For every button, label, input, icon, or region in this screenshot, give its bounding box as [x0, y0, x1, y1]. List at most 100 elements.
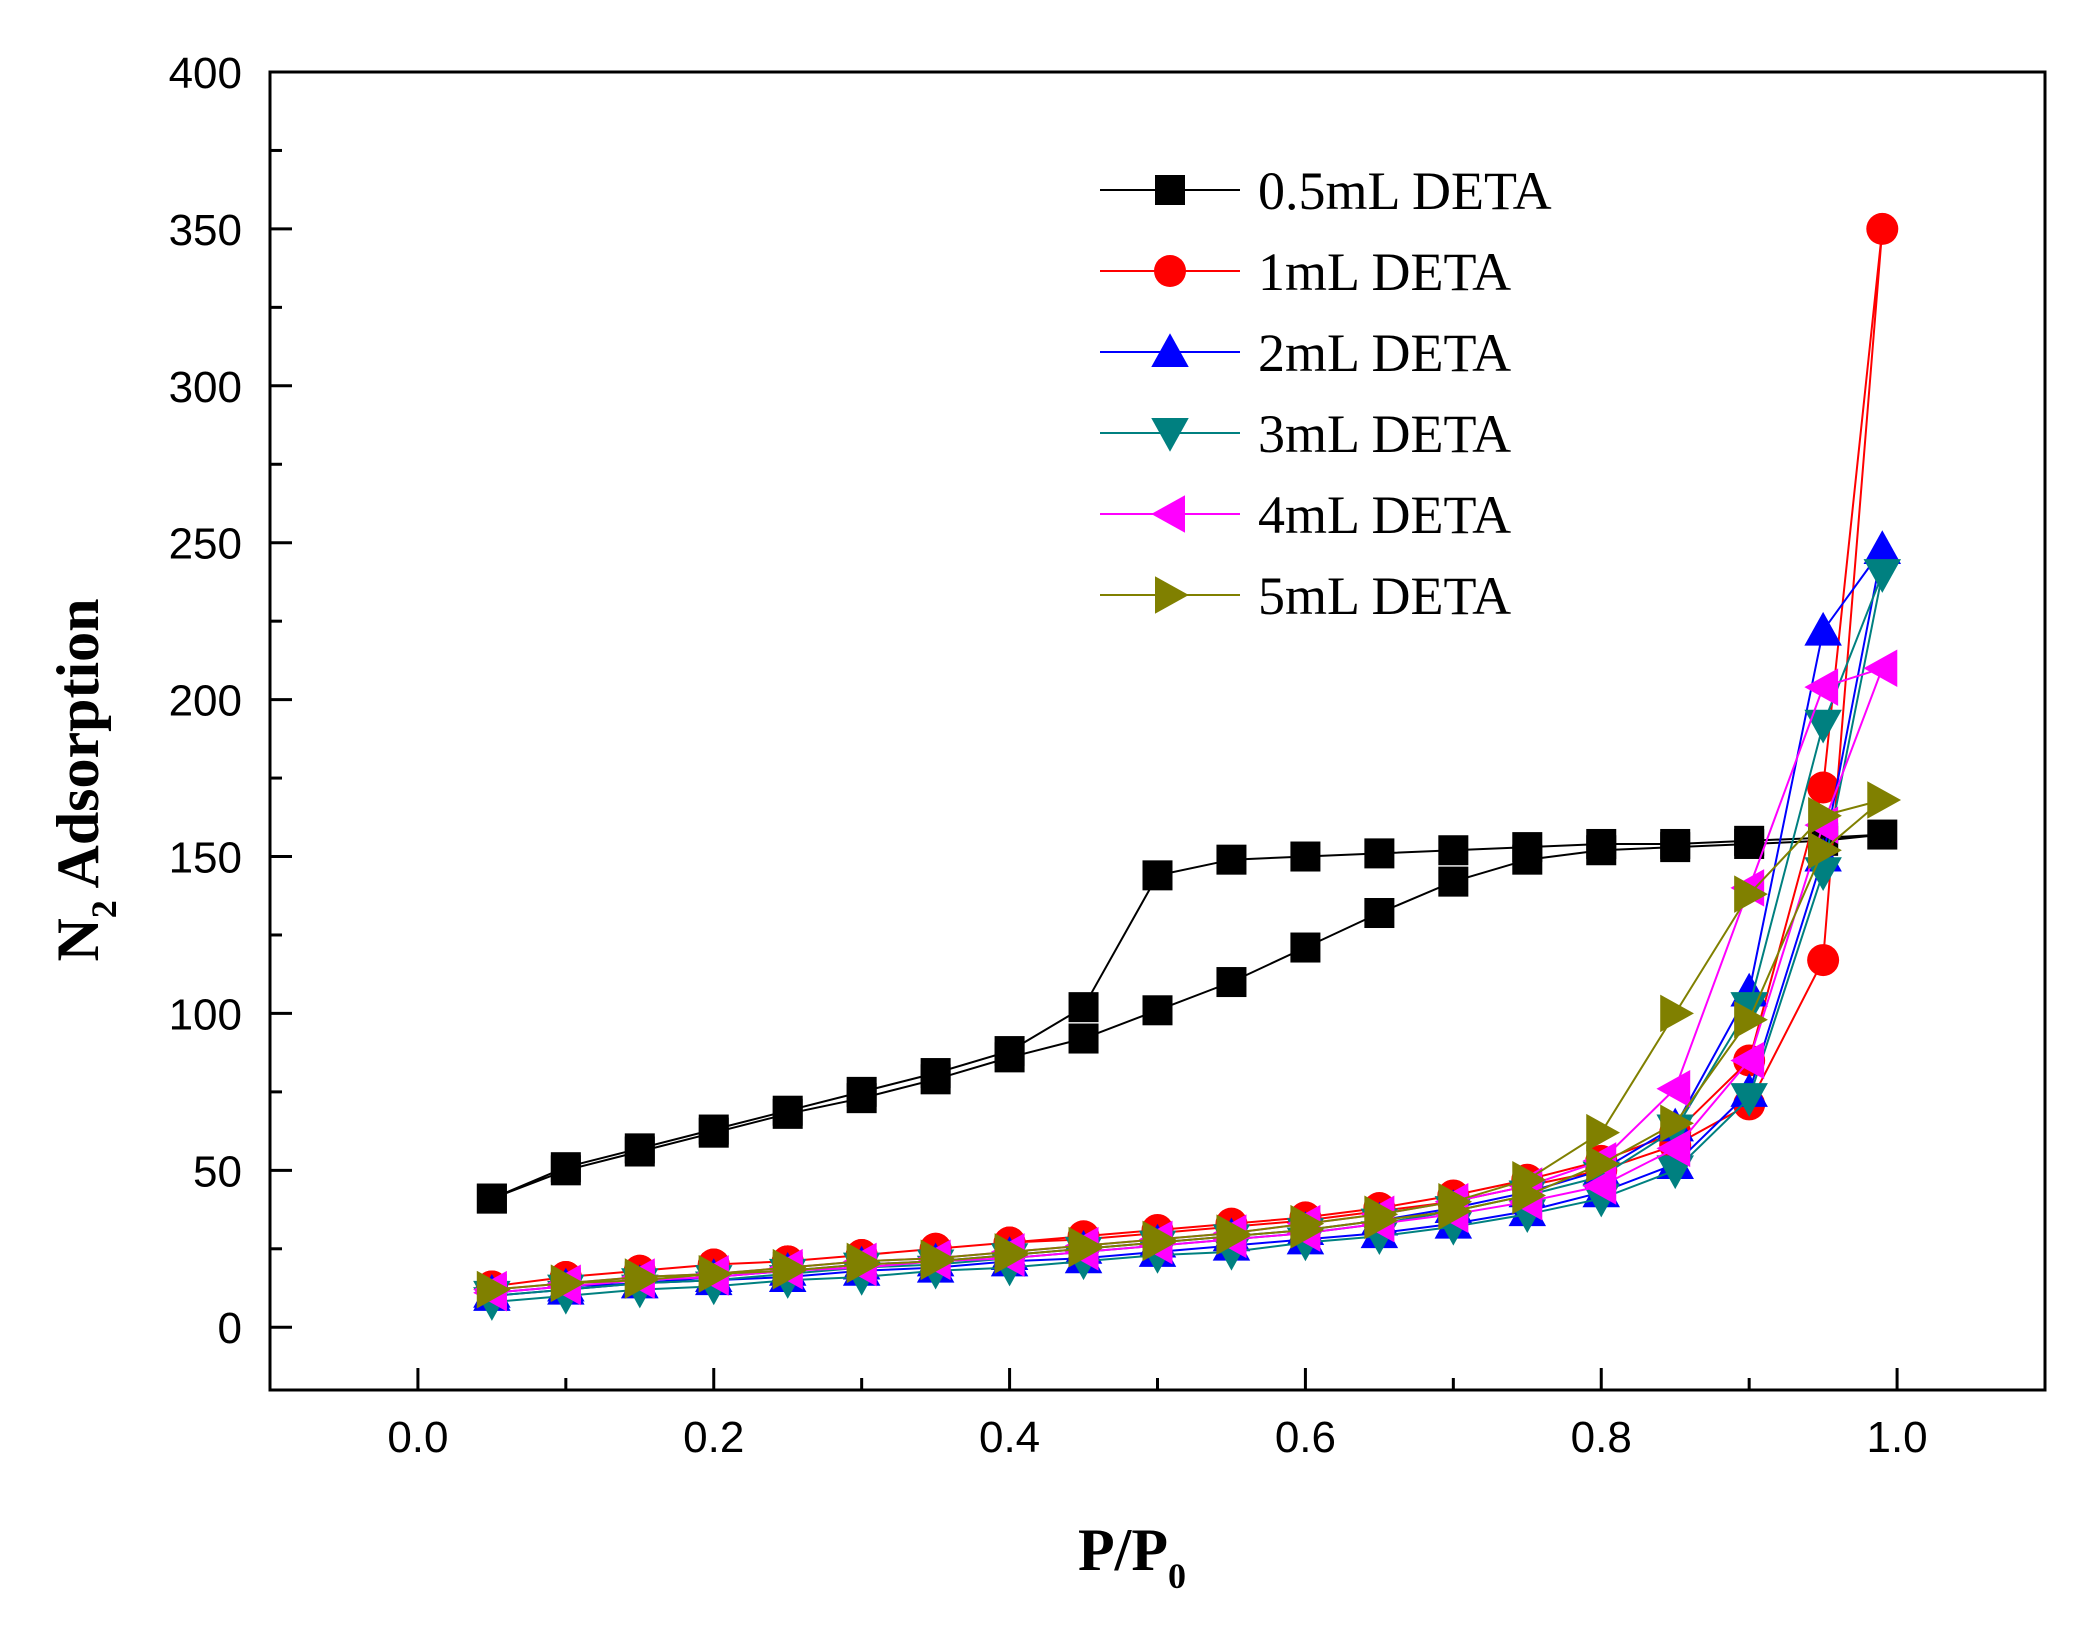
- y-tick-label: 400: [169, 49, 242, 98]
- y-tick-label: 50: [193, 1147, 242, 1196]
- data-point-5ml-deta: [1512, 1160, 1547, 1199]
- legend-marker: [1155, 175, 1185, 205]
- data-point-4ml-deta: [1656, 1069, 1691, 1108]
- series-5ml-deta: [476, 781, 1902, 1309]
- data-point-5ml-deta: [1364, 1195, 1399, 1234]
- legend-label: 5mL DETA: [1258, 566, 1511, 626]
- data-point-2ml-deta: [1804, 611, 1842, 646]
- data-point-0-5ml-deta: [1512, 832, 1543, 863]
- x-axis-title-main: P/P: [1078, 1517, 1168, 1583]
- data-point-5ml-deta: [846, 1242, 881, 1281]
- legend-item-2ml-deta: 2mL DETA: [1100, 323, 1511, 383]
- data-point-5ml-deta: [1808, 796, 1842, 835]
- data-point-3ml-deta: [1863, 559, 1902, 593]
- data-point-4ml-deta: [1730, 1041, 1765, 1080]
- y-axis-title-rest: Adsorption: [45, 598, 111, 900]
- y-tick-label: 0: [218, 1304, 242, 1353]
- x-tick-label: 1.0: [1866, 1413, 1927, 1462]
- data-point-0-5ml-deta: [1586, 828, 1617, 859]
- x-tick-label: 0.4: [979, 1413, 1040, 1462]
- data-point-5ml-deta: [1586, 1113, 1620, 1152]
- data-point-5ml-deta: [624, 1258, 659, 1296]
- data-point-0-5ml-deta: [698, 1114, 729, 1145]
- data-point-5ml-deta: [1734, 875, 1768, 913]
- data-point-0-5ml-deta: [846, 1076, 877, 1107]
- series-line-4ml-deta: [491, 666, 1884, 1294]
- y-axis-title-subscript: 2: [84, 900, 124, 918]
- data-point-5ml-deta: [1290, 1204, 1325, 1243]
- data-point-5ml-deta: [1660, 1104, 1694, 1143]
- data-point-0-5ml-deta: [1142, 995, 1173, 1026]
- x-tick-label: 0.0: [387, 1413, 448, 1462]
- data-point-5ml-deta: [1438, 1182, 1473, 1221]
- y-tick-label: 100: [169, 990, 242, 1039]
- data-point-3ml-deta: [1804, 709, 1842, 744]
- data-point-0-5ml-deta: [1438, 866, 1469, 897]
- y-tick-label: 300: [169, 363, 242, 412]
- data-point-1ml-deta: [1807, 771, 1840, 804]
- x-tick-label: 0.8: [1571, 1413, 1632, 1462]
- series-2ml-deta: [473, 530, 1902, 1311]
- x-tick-label: 0.6: [1275, 1413, 1336, 1462]
- legend-label: 3mL DETA: [1258, 404, 1511, 464]
- data-point-1ml-deta: [1807, 944, 1840, 977]
- legend-item-0-5ml-deta: 0.5mL DETA: [1100, 161, 1552, 221]
- x-axis-ticks: 0.0 0.2 0.4 0.6 0.8 1.0: [387, 1368, 1928, 1462]
- legend-marker: [1154, 255, 1186, 287]
- legend-item-1ml-deta: 1mL DETA: [1100, 242, 1511, 302]
- data-point-0-5ml-deta: [1068, 992, 1099, 1023]
- legend-label: 0.5mL DETA: [1258, 161, 1552, 221]
- data-point-5ml-deta: [476, 1270, 511, 1309]
- series-layer: [473, 212, 1902, 1321]
- legend-label: 2mL DETA: [1258, 323, 1511, 383]
- data-point-5ml-deta: [1867, 781, 1902, 819]
- y-axis-ticks: 0 50 100 150 200 250 300 350 400: [169, 49, 292, 1353]
- data-point-0-5ml-deta: [1142, 860, 1173, 891]
- data-point-0-5ml-deta: [1734, 825, 1765, 856]
- data-point-4ml-deta: [1863, 649, 1898, 687]
- legend-label: 4mL DETA: [1258, 485, 1511, 545]
- data-point-0-5ml-deta: [772, 1095, 803, 1126]
- data-point-5ml-deta: [994, 1233, 1029, 1271]
- data-point-5ml-deta: [1660, 994, 1694, 1033]
- y-axis-title-main: N: [45, 918, 111, 961]
- y-tick-label: 350: [169, 206, 242, 255]
- data-point-1ml-deta: [1866, 212, 1899, 245]
- data-point-5ml-deta: [920, 1239, 955, 1277]
- data-point-5ml-deta: [698, 1255, 733, 1293]
- data-point-0-5ml-deta: [1438, 835, 1469, 866]
- y-axis-title: N2 Adsorption: [45, 598, 124, 961]
- data-point-5ml-deta: [1068, 1226, 1103, 1265]
- series-line-3ml-deta: [491, 573, 1884, 1304]
- data-point-0-5ml-deta: [1660, 828, 1691, 859]
- data-point-2ml-deta: [1863, 530, 1902, 564]
- legend-marker: [1151, 418, 1189, 452]
- data-point-4ml-deta: [1804, 668, 1839, 706]
- data-point-5ml-deta: [1586, 1145, 1620, 1183]
- data-point-0-5ml-deta: [624, 1133, 655, 1164]
- data-point-5ml-deta: [550, 1264, 585, 1303]
- data-point-3ml-deta: [1730, 1083, 1768, 1117]
- legend-marker: [1151, 333, 1189, 367]
- data-point-4ml-deta: [1582, 1167, 1617, 1205]
- data-point-0-5ml-deta: [1290, 841, 1321, 872]
- data-point-0-5ml-deta: [1867, 819, 1898, 850]
- data-point-0-5ml-deta: [1216, 844, 1247, 875]
- data-point-0-5ml-deta: [550, 1152, 581, 1183]
- data-point-4ml-deta: [1656, 1129, 1691, 1168]
- legend-item-4ml-deta: 4mL DETA: [1100, 485, 1511, 545]
- data-point-0-5ml-deta: [476, 1183, 507, 1214]
- legend-label: 1mL DETA: [1258, 242, 1511, 302]
- series-line-5ml-deta: [491, 799, 1883, 1291]
- x-tick-label: 0.2: [683, 1413, 744, 1462]
- series-4ml-deta: [473, 649, 1898, 1312]
- y-tick-label: 200: [169, 677, 242, 726]
- x-axis-title: P/P0: [1078, 1517, 1186, 1596]
- data-point-5ml-deta: [772, 1248, 807, 1287]
- data-point-0-5ml-deta: [1290, 932, 1321, 963]
- data-point-0-5ml-deta: [1216, 967, 1247, 998]
- y-tick-label: 250: [169, 520, 242, 569]
- legend-marker: [1151, 495, 1185, 533]
- legend: 0.5mL DETA 1mL DETA 2mL DETA 3mL DETA 4mL DE…: [1100, 161, 1552, 626]
